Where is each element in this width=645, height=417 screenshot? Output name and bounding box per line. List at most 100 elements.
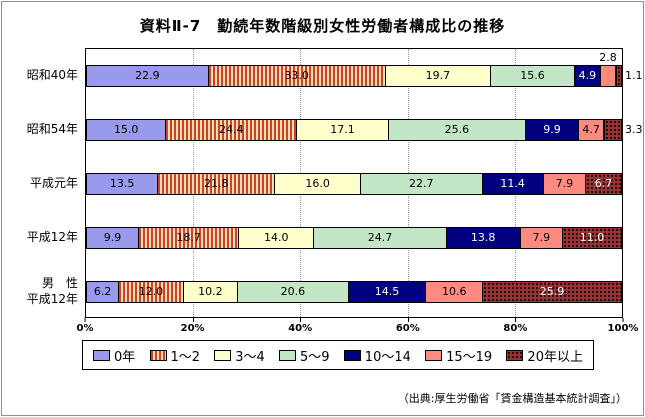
segment-value: 20.6 (280, 285, 306, 298)
legend-item: 15〜19 (425, 346, 492, 365)
segment-5〜9: 20.6 (238, 281, 349, 303)
segment-5〜9: 24.7 (314, 227, 447, 249)
segment-10〜14: 11.4 (482, 173, 544, 195)
segment-value: 7.9 (532, 231, 551, 244)
plot-area: 昭和40年 22.9 33.0 19.7 15.6 4.9 2.8 1.1 昭和54年 15.0 2… (27, 48, 643, 319)
segment-20年以上: 6.7 (586, 173, 622, 195)
legend-label: 5〜9 (300, 349, 330, 365)
x-axis: 0% 20% 40% 60% 80% 100% (77, 318, 638, 334)
segment-0年: 9.9 (86, 227, 140, 249)
stacked-bar: 13.5 21.8 16.0 22.7 11.4 7.9 6.7 (86, 173, 622, 195)
segment-5〜9: 25.6 (388, 119, 527, 141)
bar-row: 昭和40年 22.9 33.0 19.7 15.6 4.9 2.8 1.1 (27, 49, 643, 103)
segment-value: 18.7 (176, 231, 201, 244)
bar-row: 昭和54年 15.0 24.4 17.1 25.6 9.9 4.7 3.3 (27, 103, 643, 157)
segment-value: 7.9 (555, 177, 574, 190)
segment-15〜19: 4.7 (579, 119, 605, 141)
legend-label: 0年 (114, 349, 136, 365)
legend-label: 1〜2 (170, 349, 201, 365)
segment-value: 14.0 (264, 231, 289, 244)
stacked-bar: 9.9 18.7 14.0 24.7 13.8 7.9 11.0 (86, 227, 622, 249)
segment-1〜2: 33.0 (208, 65, 386, 87)
segment-value: 33.0 (284, 69, 309, 82)
segment-3〜4: 17.1 (297, 119, 389, 141)
legend-swatch (93, 349, 110, 361)
x-axis-tick: 0% (76, 318, 94, 334)
segment-value: 13.8 (470, 231, 496, 244)
category-label: 平成12年 (26, 230, 78, 245)
source-note: （出典:厚生労働省「賃金構造基本統計調査」） (397, 392, 627, 405)
legend-item: 0年 (93, 346, 135, 365)
segment-value: 24.4 (219, 123, 244, 136)
legend-item: 10〜14 (343, 346, 411, 365)
segment-20年以上 (616, 65, 622, 87)
bar-row: 男 性 平成12年 6.2 12.0 10.2 20.6 14.5 10.6 25.9 (27, 265, 622, 319)
segment-15〜19: 10.6 (426, 281, 484, 303)
category-label: 昭和54年 (26, 122, 78, 137)
stacked-bar: 22.9 33.0 19.7 15.6 4.9 2.8 1.1 (86, 52, 643, 87)
segment-20年以上: 25.9 (483, 281, 622, 303)
segment-5〜9: 22.7 (360, 173, 483, 195)
category-label: 昭和40年 (26, 68, 78, 83)
legend-label: 15〜19 (446, 349, 493, 365)
segment-15〜19: 2.8 (599, 52, 617, 87)
segment-3〜4: 19.7 (385, 65, 492, 87)
segment-value: 22.9 (135, 69, 160, 82)
category-label: 平成元年 (29, 176, 78, 191)
legend-item: 5〜9 (279, 346, 330, 365)
category-label: 男 性 平成12年 (26, 276, 78, 306)
legend-item: 20年以上 (506, 346, 583, 365)
segment-3〜4: 10.2 (183, 281, 239, 303)
segment-value: 2.8 (599, 51, 617, 64)
segment-10〜14: 4.9 (574, 65, 602, 87)
legend-item: 1〜2 (149, 346, 201, 365)
segment-1〜2: 12.0 (119, 281, 184, 303)
segment-1〜2: 21.8 (158, 173, 276, 195)
segment-0年: 22.9 (86, 65, 209, 87)
segment-value: 14.5 (374, 285, 400, 298)
segment-value: 4.9 (578, 69, 597, 82)
legend-swatch (425, 349, 443, 361)
segment-value: 24.7 (367, 231, 393, 244)
segment-0年: 15.0 (86, 119, 167, 141)
legend-swatch (506, 349, 524, 361)
segment-0年: 6.2 (86, 281, 120, 303)
legend-swatch (279, 349, 297, 361)
segment-value: 25.9 (539, 285, 565, 298)
legend-swatch (214, 349, 232, 361)
segment-20年以上: 11.0 (563, 227, 622, 249)
segment-value: 16.0 (305, 177, 330, 190)
segment-3〜4: 16.0 (275, 173, 361, 195)
segment-value: 9.9 (103, 231, 122, 244)
legend-label: 20年以上 (527, 349, 583, 365)
segment-value: 10.2 (198, 285, 223, 298)
segment-15〜19: 7.9 (520, 227, 563, 249)
segment-1〜2: 24.4 (166, 119, 298, 141)
segment-value: 13.5 (109, 177, 135, 190)
segment-value: 15.0 (113, 123, 139, 136)
segment-value: 10.6 (441, 285, 467, 298)
segment-value: 9.9 (543, 123, 561, 136)
segment-value: 17.1 (330, 123, 355, 136)
legend-swatch (149, 349, 167, 361)
bar-row: 平成元年 13.5 21.8 16.0 22.7 11.4 7.9 6.7 (30, 157, 622, 211)
x-axis-tick: 80% (503, 318, 528, 334)
segment-value: 21.8 (204, 177, 229, 190)
x-axis-tick: 100% (607, 318, 639, 334)
stacked-bar: 6.2 12.0 10.2 20.6 14.5 10.6 25.9 (86, 281, 622, 303)
segment-value: 6.2 (93, 285, 112, 298)
segment-1〜2: 18.7 (139, 227, 240, 249)
segment-10〜14: 14.5 (348, 281, 427, 303)
segment-value: 11.0 (579, 231, 605, 244)
legend-swatch (343, 349, 361, 361)
legend-label: 10〜14 (364, 349, 411, 365)
segment-0年: 13.5 (86, 173, 159, 195)
segment-value: 25.6 (444, 123, 470, 136)
segment-10〜14: 9.9 (526, 119, 580, 141)
segment-value: 4.7 (582, 123, 600, 136)
stacked-bar: 15.0 24.4 17.1 25.6 9.9 4.7 3.3 (86, 119, 643, 141)
segment-10〜14: 13.8 (446, 227, 521, 249)
segment-value: 22.7 (409, 177, 434, 190)
x-axis-tick: 60% (395, 318, 420, 334)
segment-value: 19.7 (425, 69, 451, 82)
